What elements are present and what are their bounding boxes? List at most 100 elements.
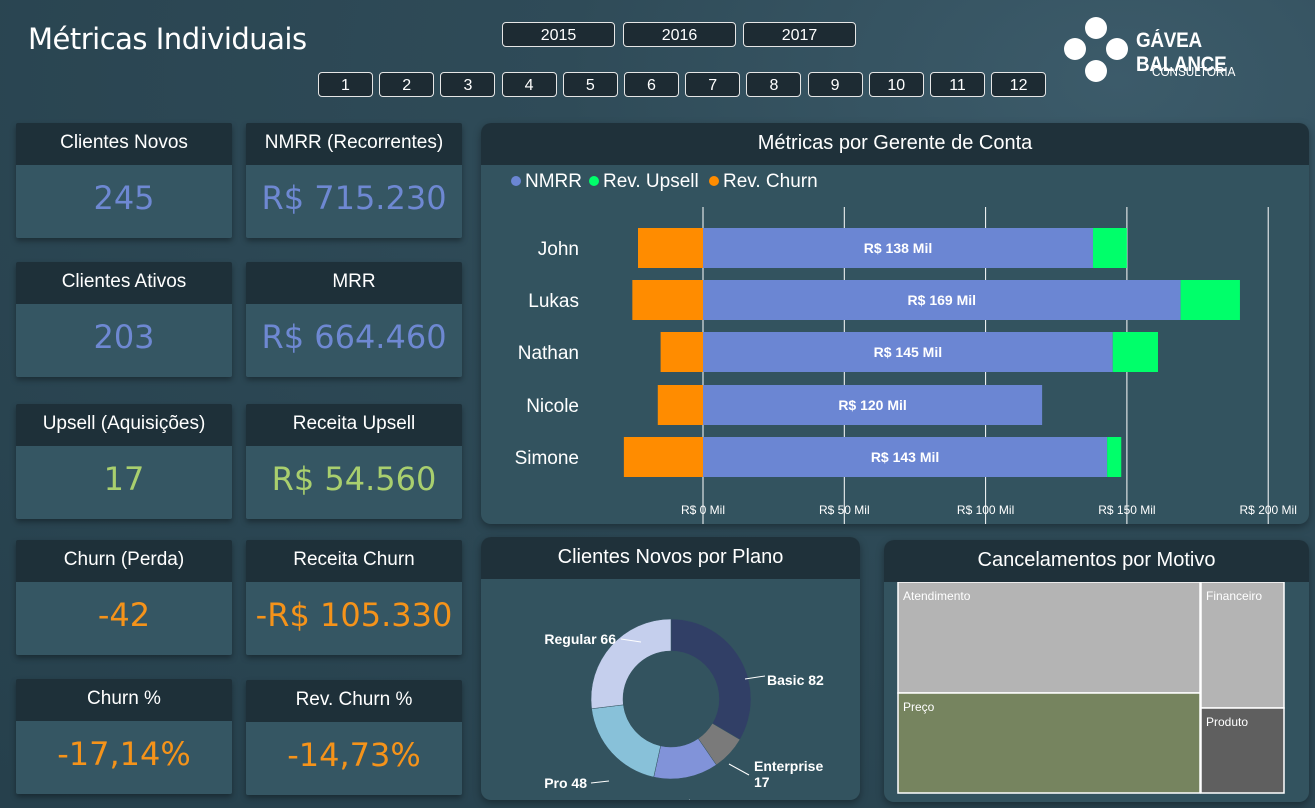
kpi-value: 245 — [16, 165, 232, 238]
kpi-label: Rev. Churn % — [246, 680, 462, 722]
year-button-2017[interactable]: 2017 — [743, 22, 856, 47]
logo-dot-icon — [1106, 38, 1128, 60]
category-label: Nathan — [518, 343, 579, 364]
chart-panel-gerente: Métricas por Gerente de Conta NMRR Rev. U… — [481, 123, 1309, 524]
legend-label: NMRR — [525, 171, 582, 192]
leader-line — [590, 780, 610, 784]
kpi-card-receita-churn: Receita Churn -R$ 105.330 — [246, 540, 462, 655]
slice-label: Enterprise — [754, 758, 823, 774]
kpi-card-churn-percent: Churn % -17,14% — [16, 679, 232, 794]
category-label: Nicole — [526, 396, 579, 417]
legend-label: Rev. Churn — [723, 171, 818, 192]
kpi-value: -R$ 105.330 — [246, 582, 462, 655]
x-tick-label: R$ 50 Mil — [819, 503, 870, 517]
kpi-label: Receita Upsell — [246, 404, 462, 446]
bar-churn — [623, 437, 703, 477]
x-tick-label: R$ 100 Mil — [957, 503, 1014, 517]
month-button-8[interactable]: 8 — [746, 72, 802, 97]
brand-name: GÁVEA BALANCE — [1136, 29, 1227, 76]
month-button-10[interactable]: 10 — [868, 72, 924, 97]
kpi-value: R$ 715.230 — [246, 165, 462, 238]
category-label: Lukas — [528, 291, 579, 312]
chart-title: Clientes Novos por Plano — [481, 537, 860, 579]
year-button-2016[interactable]: 2016 — [623, 22, 736, 47]
bar-upsell — [1107, 437, 1122, 477]
kpi-label: MRR — [246, 262, 462, 304]
donut-chart: Basic 82Enterprise17Premium 32Pro 48Regu… — [544, 618, 824, 800]
kpi-card-clientes-ativos: Clientes Ativos 203 — [16, 262, 232, 377]
bar-nmrr — [703, 437, 1108, 477]
bar-upsell — [1112, 332, 1158, 372]
bar-churn — [657, 385, 703, 425]
month-button-9[interactable]: 9 — [807, 72, 863, 97]
x-tick-label: R$ 200 Mil — [1240, 503, 1297, 517]
kpi-card-rev-churn-percent: Rev. Churn % -14,73% — [246, 680, 462, 795]
treemap-tile — [1200, 707, 1285, 794]
treemap-label: Financeiro — [1206, 589, 1262, 603]
logo-dot-icon — [1064, 38, 1086, 60]
kpi-value: 203 — [16, 304, 232, 377]
x-tick-label: R$ 0 Mil — [681, 503, 725, 517]
kpi-label: Clientes Ativos — [16, 262, 232, 304]
bar-nmrr — [703, 385, 1043, 425]
month-button-5[interactable]: 5 — [562, 72, 618, 97]
data-label: R$ 120 Mil — [838, 397, 906, 413]
kpi-card-nmrr: NMRR (Recorrentes) R$ 715.230 — [246, 123, 462, 238]
data-label: R$ 169 Mil — [908, 292, 976, 308]
data-label: R$ 138 Mil — [864, 240, 932, 256]
bar-churn — [638, 228, 703, 268]
year-button-2015[interactable]: 2015 — [502, 22, 615, 47]
bar-nmrr — [703, 280, 1181, 320]
legend-marker — [511, 176, 521, 186]
month-button-3[interactable]: 3 — [440, 72, 496, 97]
kpi-value: R$ 664.460 — [246, 304, 462, 377]
kpi-label: Churn % — [16, 679, 232, 721]
month-button-7[interactable]: 7 — [685, 72, 741, 97]
chart-panel-plano: Clientes Novos por Plano Basic 82 Enterpr… — [481, 537, 860, 800]
brand-logo: GÁVEA BALANCE CONSULTORIA — [1064, 17, 1294, 87]
logo-dot-icon — [1085, 17, 1107, 39]
month-button-2[interactable]: 2 — [379, 72, 435, 97]
kpi-value: 17 — [16, 446, 232, 519]
leader-line — [744, 675, 766, 680]
logo-dot-icon — [1085, 60, 1107, 82]
bar-churn — [660, 332, 703, 372]
kpi-value: R$ 54.560 — [246, 446, 462, 519]
data-label: R$ 143 Mil — [871, 449, 939, 465]
kpi-card-upsell: Upsell (Aquisições) 17 — [16, 404, 232, 519]
chart-title: Cancelamentos por Motivo — [884, 540, 1309, 582]
donut-slice — [590, 618, 672, 709]
brand-subtitle: CONSULTORIA — [1152, 64, 1236, 79]
month-button-11[interactable]: 11 — [930, 72, 985, 97]
page-title: Métricas Individuais — [28, 22, 307, 56]
kpi-value: -42 — [16, 582, 232, 655]
kpi-label: Upsell (Aquisições) — [16, 404, 232, 446]
kpi-card-churn: Churn (Perda) -42 — [16, 540, 232, 655]
slice-label: Pro 48 — [544, 775, 587, 791]
kpi-label: Clientes Novos — [16, 123, 232, 165]
bar-nmrr — [703, 332, 1113, 372]
treemap-tile — [897, 582, 1201, 694]
category-label: John — [538, 239, 579, 260]
legend-label: Rev. Upsell — [603, 171, 699, 192]
kpi-card-mrr: MRR R$ 664.460 — [246, 262, 462, 377]
kpi-card-receita-upsell: Receita Upsell R$ 54.560 — [246, 404, 462, 519]
treemap-tile — [1200, 582, 1285, 709]
month-button-6[interactable]: 6 — [624, 72, 679, 97]
leader-line — [728, 763, 750, 776]
treemap-chart: Atendimento Preço Financeiro Produto — [897, 582, 1285, 794]
data-label: R$ 145 Mil — [874, 344, 942, 360]
category-label: Simone — [515, 448, 579, 469]
treemap-label: Preço — [903, 700, 935, 714]
kpi-value: -14,73% — [246, 722, 462, 795]
month-button-4[interactable]: 4 — [501, 72, 557, 97]
month-button-1[interactable]: 1 — [318, 72, 373, 97]
bar-upsell — [1092, 228, 1127, 268]
month-button-12[interactable]: 12 — [991, 72, 1047, 97]
treemap-label: Atendimento — [903, 589, 971, 603]
donut-slice — [670, 618, 752, 740]
bar-chart: NMRR Rev. Upsell Rev. Churn R$ 0 Mil R$ 50 M… — [511, 171, 1297, 524]
treemap-tile — [897, 692, 1201, 794]
donut-slice — [591, 704, 661, 778]
kpi-label: NMRR (Recorrentes) — [246, 123, 462, 165]
